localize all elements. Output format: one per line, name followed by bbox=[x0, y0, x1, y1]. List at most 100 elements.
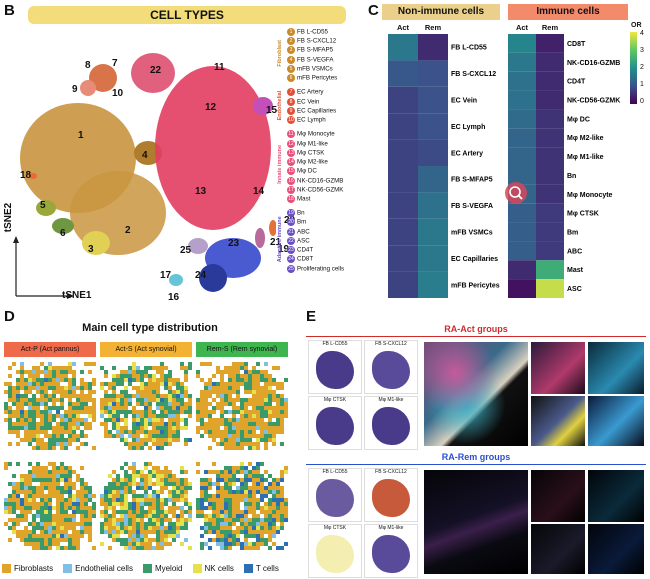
heatmap-cell bbox=[536, 90, 564, 110]
heatmap-row-label: NK-CD56-GZMK bbox=[567, 98, 620, 105]
heatmap-row-label: Mφ Monocyte bbox=[567, 192, 613, 199]
legend-dot: 5 bbox=[287, 64, 295, 73]
legend-swatch bbox=[63, 564, 73, 574]
spatial-mini-map: FB S-CXCL12 bbox=[364, 468, 418, 522]
mini-map-tissue bbox=[372, 479, 410, 517]
cluster-blob-b2 bbox=[269, 220, 276, 236]
heatmap-row-label: Mφ M2-like bbox=[567, 135, 604, 142]
mini-map-tissue bbox=[316, 479, 354, 517]
heatmap-cell bbox=[388, 192, 418, 219]
legend-label: mFB Pericytes bbox=[297, 74, 338, 82]
heatmap-row-label: EC Lymph bbox=[451, 124, 485, 131]
legend-label: FB S-MFAP5 bbox=[297, 47, 334, 55]
mini-map-label: Mφ CTSK bbox=[323, 525, 347, 531]
legend-dot: 22 bbox=[287, 236, 295, 245]
legend-label: Proliferating cells bbox=[297, 265, 345, 273]
header-act-s: Act-S (Act synovial) bbox=[100, 342, 192, 357]
heatmap-cell bbox=[508, 222, 536, 242]
tsne2-axis-label: tSNE2 bbox=[3, 202, 15, 233]
cluster-number-label: 21 bbox=[270, 237, 282, 248]
legend-item: 13 Mφ CTSK bbox=[287, 148, 369, 158]
legend-item: 21 ABC bbox=[287, 227, 369, 237]
cluster-blob-nk bbox=[169, 274, 183, 286]
legend-label: Fibroblasts bbox=[14, 564, 54, 573]
heatmap-cell bbox=[418, 60, 448, 87]
mini-map-label: Mφ M1-like bbox=[378, 525, 404, 531]
legend-label: Myeloid bbox=[154, 564, 183, 573]
legend-dot: 19 bbox=[287, 209, 295, 218]
legend-item: 6 mFB Pericytes bbox=[287, 74, 369, 83]
legend-dot: 12 bbox=[287, 139, 295, 148]
mini-map-label: FB L-CD55 bbox=[322, 341, 348, 347]
legend-item: 14 Mφ M2-like bbox=[287, 158, 369, 167]
cluster-number-label: 12 bbox=[205, 102, 217, 113]
legend-item: 20 Bm bbox=[287, 218, 369, 227]
legend-label: Mφ Monocyte bbox=[297, 130, 335, 138]
heatmap-cell bbox=[536, 241, 564, 261]
cluster-blob-pericyte bbox=[52, 218, 74, 234]
heatmap-cell bbox=[508, 241, 536, 261]
mini-map-label: Mφ M1-like bbox=[378, 397, 404, 403]
heatmap-cell bbox=[388, 166, 418, 193]
cluster-blob-cd8 bbox=[199, 264, 227, 292]
rem-divider bbox=[306, 464, 646, 465]
mini-map-tissue bbox=[316, 407, 354, 445]
legend-item: 19 Bn bbox=[287, 209, 369, 218]
mini-map-label: FB S-CXCL12 bbox=[375, 341, 407, 347]
tsne-plot bbox=[13, 53, 276, 299]
cluster-blob-asc bbox=[131, 53, 175, 93]
nonimmune-col-act: Act bbox=[396, 23, 410, 32]
spatial-mini-map: Mφ M1-like bbox=[364, 396, 418, 450]
legend-item: 10 EC Lymph bbox=[287, 116, 369, 125]
cluster-number-label: 14 bbox=[253, 186, 265, 197]
legend-item: 9 EC Capillaries bbox=[287, 106, 369, 116]
cluster-number-label: 15 bbox=[266, 105, 278, 116]
heatmap-cell bbox=[536, 260, 564, 280]
cluster-number-label: 9 bbox=[72, 84, 78, 95]
zoom-cursor-icon[interactable] bbox=[505, 182, 527, 204]
legend-dot: 23 bbox=[287, 246, 295, 255]
legend-label: CD4T bbox=[297, 246, 314, 254]
legend-label: EC Lymph bbox=[297, 116, 326, 124]
cluster-number-label: 11 bbox=[214, 62, 225, 73]
legend-entry: T cells bbox=[243, 564, 279, 574]
cluster-number-label: 4 bbox=[142, 150, 148, 161]
legend-dot: 15 bbox=[287, 167, 295, 176]
legend-label: NK-CD56-GZMK bbox=[297, 186, 344, 194]
act-if-zoom-1 bbox=[531, 342, 585, 394]
heatmap-cell bbox=[508, 71, 536, 91]
legend-item: 15 Mφ DC bbox=[287, 167, 369, 176]
cluster-number-label: 13 bbox=[195, 186, 207, 197]
cluster-number-label: 5 bbox=[40, 200, 46, 211]
cluster-number-label: 25 bbox=[180, 245, 192, 256]
heatmap-row-label: CD8T bbox=[567, 41, 586, 48]
act-if-zoom-4 bbox=[588, 396, 644, 446]
mini-map-label: FB S-CXCL12 bbox=[375, 469, 407, 475]
legend-swatch bbox=[2, 564, 11, 574]
legend-item: 24 CD8T bbox=[287, 255, 369, 264]
heatmap-row-label: EC Vein bbox=[451, 98, 477, 105]
heatmap-cell bbox=[418, 139, 448, 166]
legend-item: 12 Mφ M1-like bbox=[287, 139, 369, 149]
legend-swatch bbox=[142, 564, 152, 574]
legend-dot: 7 bbox=[287, 88, 295, 97]
heatmap-cell bbox=[536, 109, 564, 129]
heatmap-row-label: ABC bbox=[567, 248, 582, 255]
act-if-zoom-2 bbox=[588, 342, 644, 394]
heatmap-cell bbox=[388, 245, 418, 272]
legend-dot: 4 bbox=[287, 55, 295, 64]
legend-dot: 20 bbox=[287, 218, 295, 227]
header-act-p: Act-P (Act pannus) bbox=[4, 342, 96, 357]
cluster-blob-dc bbox=[253, 97, 273, 115]
heatmap-cell bbox=[418, 192, 448, 219]
legend-entry: Endothelial cells bbox=[63, 564, 133, 574]
heatmap-cell bbox=[536, 71, 564, 91]
legend-dot: 9 bbox=[287, 106, 295, 115]
heatmap-cell bbox=[536, 147, 564, 166]
cluster-blob-endo-2 bbox=[80, 80, 96, 96]
immune-title: Immune cells bbox=[508, 4, 628, 20]
spatial-mini-map: Mφ CTSK bbox=[308, 396, 362, 450]
heatmap-row-label: Bm bbox=[567, 230, 578, 237]
heatmap-cell bbox=[418, 218, 448, 246]
heatmap-cell bbox=[536, 279, 564, 298]
